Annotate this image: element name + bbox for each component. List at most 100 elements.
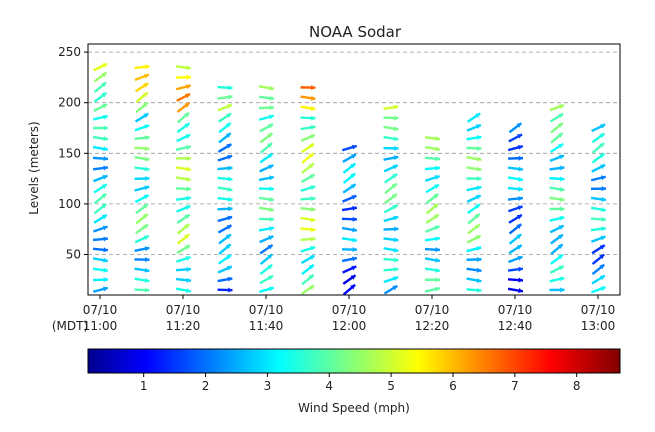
wind-arrow-head (311, 196, 316, 202)
wind-arrow-head (101, 193, 107, 199)
wind-arrow-head (435, 247, 440, 253)
wind-arrow-head (351, 144, 357, 150)
wind-arrow-head (559, 186, 565, 192)
wind-arrow-head (558, 265, 564, 271)
wind-arrow-head (226, 265, 232, 271)
wind-arrow-head (186, 166, 191, 172)
wind-arrow-head (350, 173, 356, 179)
wind-arrow-head (186, 176, 191, 182)
wind-arrow-head (101, 214, 107, 220)
wind-arrow-head (269, 196, 274, 202)
x-tick-time: 11:20 (166, 319, 201, 333)
wind-arrow-head (308, 163, 314, 169)
wind-arrow-head (142, 102, 148, 108)
plot-frame (87, 43, 621, 296)
wind-arrow-head (477, 256, 482, 263)
wind-arrow-head (434, 175, 440, 180)
wind-arrow-head (309, 174, 315, 179)
wind-arrow-head (186, 288, 191, 294)
wind-arrow-head (391, 183, 397, 189)
wind-arrow-head (185, 205, 191, 210)
wind-arrow-head (144, 135, 150, 141)
wind-arrow-head (226, 255, 232, 260)
wind-arrow-head (476, 267, 482, 273)
wind-arrow-head (308, 274, 314, 280)
wind-arrow-head (435, 146, 440, 152)
wind-arrow-head (143, 83, 149, 88)
wind-arrow-head (477, 145, 482, 151)
wind-arrow-head (309, 134, 315, 140)
x-tick-time: 13:00 (581, 319, 616, 333)
wind-arrow-head (267, 153, 273, 159)
wind-arrow-head (518, 155, 523, 161)
wind-arrow-head (518, 266, 523, 272)
grid-lines (88, 51, 620, 255)
wind-arrow-head (227, 186, 233, 192)
wind-arrow-head (103, 257, 108, 263)
wind-arrow-head (518, 166, 523, 172)
wind-arrows (92, 62, 607, 296)
wind-arrow-head (517, 134, 523, 139)
wind-arrow-head (391, 193, 397, 199)
wind-arrow-head (433, 184, 439, 190)
wind-arrow-head (352, 216, 357, 222)
wind-arrow-head (352, 256, 357, 262)
wind-arrow-head (476, 287, 482, 293)
wind-arrow-head (225, 122, 231, 128)
wind-arrow-head (227, 154, 233, 160)
wind-arrow-head (433, 214, 439, 220)
wind-arrow-head (227, 276, 233, 282)
wind-arrow-head (435, 257, 440, 263)
wind-arrow-head (559, 196, 565, 202)
wind-arrow-head (350, 284, 356, 290)
wind-arrow-head (269, 207, 274, 213)
wind-arrow-head (309, 143, 315, 149)
wind-arrow-head (103, 156, 108, 162)
wind-arrow-head (310, 217, 316, 223)
wind-arrow-head (599, 143, 605, 148)
x-tick-date: 07/10 (415, 303, 450, 317)
wind-arrow-head (393, 215, 399, 221)
wind-arrow-head (559, 154, 564, 160)
wind-arrow-head (309, 285, 315, 290)
wind-arrow-head (103, 267, 108, 273)
wind-arrow-head (227, 94, 233, 100)
wind-arrow-head (186, 144, 191, 150)
wind-arrow-head (269, 216, 274, 222)
wind-arrow-head (185, 84, 191, 90)
wind-arrow-head (600, 164, 606, 170)
x-tick-time: 12:00 (332, 319, 367, 333)
colorbar-label: Wind Speed (mph) (298, 401, 410, 415)
wind-arrow-head (310, 185, 316, 191)
wind-arrow-head (103, 136, 108, 142)
wind-arrow-head (352, 205, 357, 211)
wind-arrow-head (225, 133, 231, 138)
wind-arrow-head (393, 247, 399, 253)
wind-arrow-head (103, 236, 108, 242)
wind-arrow-head (557, 133, 563, 138)
wind-arrow-head (351, 265, 357, 271)
wind-arrow-head (267, 133, 273, 138)
wind-arrow-head (268, 164, 274, 170)
wind-arrow-head (184, 245, 190, 250)
wind-arrow-head (184, 234, 190, 240)
wind-arrow-head (392, 285, 398, 291)
chart-title: NOAA Sodar (309, 23, 402, 41)
wind-arrow-head (102, 63, 108, 68)
wind-arrow-head (393, 257, 399, 263)
wind-arrow-head (228, 85, 233, 91)
wind-arrow-head (350, 163, 356, 169)
wind-arrow-head (268, 286, 274, 292)
wind-arrow-head (186, 195, 191, 201)
wind-arrow-head (516, 214, 522, 220)
wind-arrow-head (226, 225, 232, 230)
wind-arrow-head (267, 143, 273, 148)
wind-arrow-head (308, 153, 314, 158)
colorbar-tick-label: 2 (202, 379, 210, 393)
wind-arrow-head (394, 226, 399, 232)
wind-arrow-head (599, 153, 605, 159)
wind-arrow-head (600, 124, 606, 129)
wind-arrow-head (601, 216, 606, 222)
wind-arrow-head (103, 277, 108, 283)
y-axis-label: Levels (meters) (27, 121, 41, 214)
